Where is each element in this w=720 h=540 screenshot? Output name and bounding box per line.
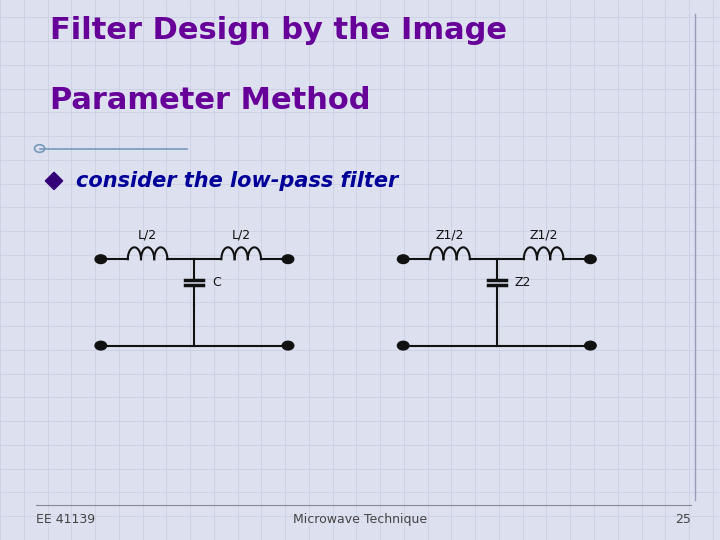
- Text: Parameter Method: Parameter Method: [50, 86, 371, 116]
- Circle shape: [585, 255, 596, 264]
- Circle shape: [585, 341, 596, 350]
- Circle shape: [397, 341, 409, 350]
- Text: L/2: L/2: [232, 229, 251, 242]
- Circle shape: [282, 255, 294, 264]
- Circle shape: [397, 255, 409, 264]
- Polygon shape: [45, 172, 63, 190]
- Text: 25: 25: [675, 513, 691, 526]
- Text: Z1/2: Z1/2: [436, 229, 464, 242]
- Circle shape: [95, 341, 107, 350]
- Text: Z2: Z2: [515, 275, 531, 289]
- Text: L/2: L/2: [138, 229, 157, 242]
- Text: Microwave Technique: Microwave Technique: [293, 513, 427, 526]
- Text: Filter Design by the Image: Filter Design by the Image: [50, 16, 508, 45]
- Text: EE 41139: EE 41139: [36, 513, 95, 526]
- Text: Z1/2: Z1/2: [529, 229, 558, 242]
- Circle shape: [282, 341, 294, 350]
- Text: consider the low-pass filter: consider the low-pass filter: [76, 171, 398, 191]
- Text: C: C: [212, 275, 221, 289]
- Circle shape: [95, 255, 107, 264]
